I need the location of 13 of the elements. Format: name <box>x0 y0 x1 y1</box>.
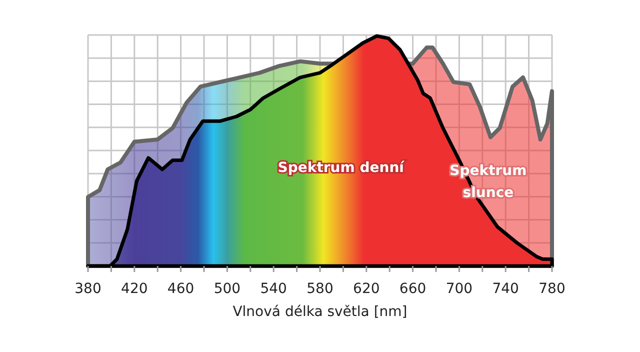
x-tick-label: 700 <box>446 281 473 297</box>
x-tick-label: 620 <box>353 281 380 297</box>
x-tick-label: 780 <box>538 281 566 297</box>
x-tick-label: 500 <box>214 281 241 297</box>
x-tick-label: 580 <box>306 281 334 297</box>
x-tick-label: 540 <box>260 281 287 297</box>
x-tick-label: 740 <box>492 281 519 297</box>
x-tick-label: 420 <box>121 281 148 297</box>
series-label: Spektrum denní <box>278 160 406 176</box>
x-tick-label: 380 <box>74 281 102 297</box>
x-tick-label: 660 <box>399 281 426 297</box>
x-axis-title: Vlnová délka světla [nm] <box>232 304 408 320</box>
x-tick-label: 460 <box>167 281 194 297</box>
